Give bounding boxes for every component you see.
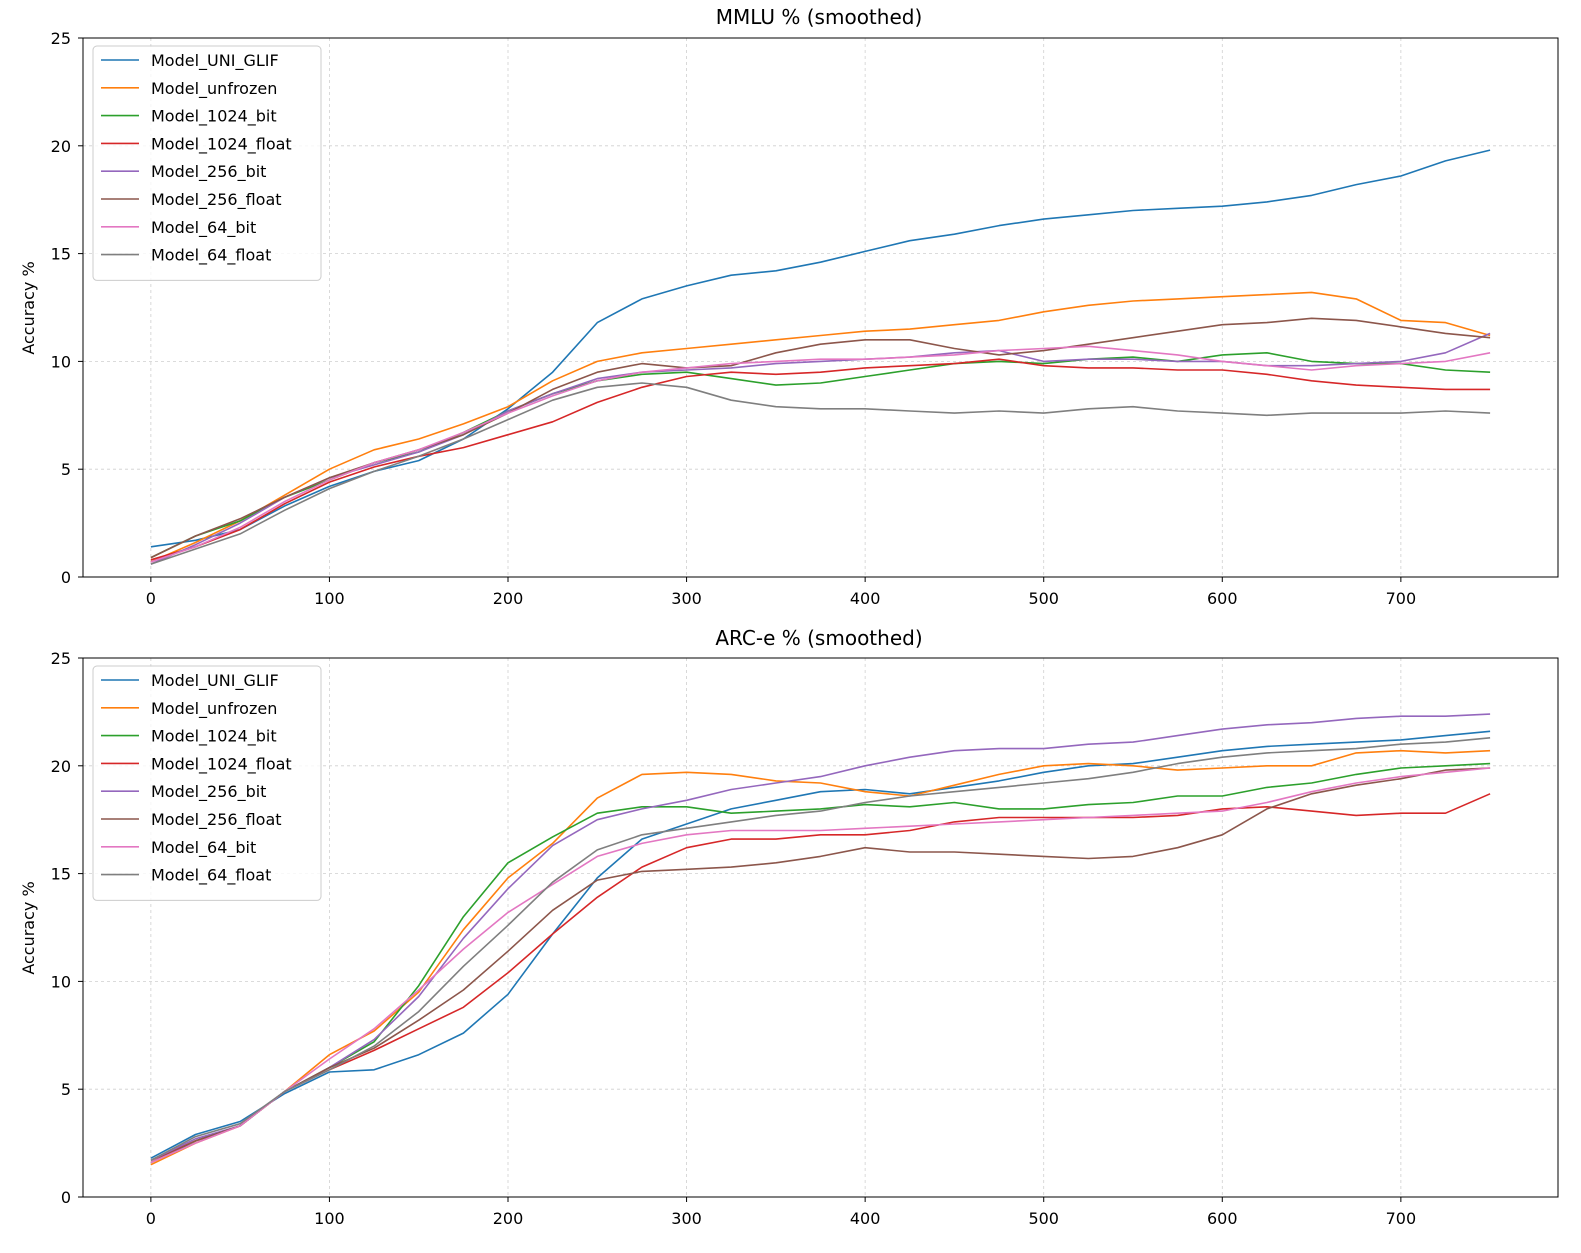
series-line-Model_UNI_GLIF <box>150 149 1491 548</box>
series-line-Model_1024_bit <box>150 762 1491 1164</box>
legend-label: Model_256_bit <box>151 782 266 802</box>
series-line-Model_256_bit <box>150 713 1491 1162</box>
y-tick-label: 10 <box>51 352 71 371</box>
x-tick-label: 300 <box>671 1209 702 1228</box>
series-line-Model_256_float <box>150 317 1491 559</box>
legend-label: Model_unfrozen <box>151 699 277 719</box>
series-line-Model_1024_float <box>150 358 1491 561</box>
x-tick-label: 0 <box>146 589 156 608</box>
x-tick-label: 500 <box>1028 1209 1059 1228</box>
y-tick-label: 5 <box>61 460 71 479</box>
legend-label: Model_1024_bit <box>151 727 277 747</box>
y-tick-label: 20 <box>51 757 71 776</box>
arc-e-chart: ARC-e % (smoothed) Accuracy % 0 100 200 300… <box>19 626 1559 1228</box>
plot-frame <box>82 37 1559 578</box>
series-line-Model_256_float <box>150 767 1491 1164</box>
series-line-Model_64_bit <box>150 345 1491 563</box>
legend-label: Model_256_float <box>151 190 282 210</box>
series-line-Model_64_bit <box>150 767 1491 1164</box>
legend-label: Model_unfrozen <box>151 79 277 99</box>
y-tick-label: 5 <box>61 1080 71 1099</box>
legend-label: Model_UNI_GLIF <box>151 671 279 691</box>
mmlu-chart: MMLU % (smoothed) Accuracy % 0 100 200 300 4… <box>19 5 1559 608</box>
legend-label: Model_64_float <box>151 246 271 266</box>
x-tick-label: 400 <box>850 1209 881 1228</box>
y-axis-label: Accuracy % <box>19 261 38 354</box>
y-tick-label: 15 <box>51 865 71 884</box>
legend-label: Model_64_float <box>151 866 271 886</box>
x-tick-label: 700 <box>1386 589 1417 608</box>
y-tick-label: 20 <box>51 137 71 156</box>
series-line-Model_unfrozen <box>150 291 1491 563</box>
legend-label: Model_1024_float <box>151 134 292 154</box>
legend-label: Model_UNI_GLIF <box>151 51 279 71</box>
y-tick-label: 25 <box>51 649 71 668</box>
x-tick-label: 200 <box>493 589 524 608</box>
legend-label: Model_64_bit <box>151 218 256 238</box>
series-line-Model_1024_float <box>150 793 1491 1162</box>
legend-label: Model_256_bit <box>151 162 266 182</box>
x-tick-label: 600 <box>1207 589 1238 608</box>
x-tick-label: 100 <box>314 589 345 608</box>
x-tick-label: 700 <box>1386 1209 1417 1228</box>
series-lines <box>150 149 1491 565</box>
y-tick-label: 0 <box>61 1188 71 1207</box>
y-tick-label: 25 <box>51 29 71 48</box>
y-tick-label: 10 <box>51 972 71 991</box>
legend-label: Model_256_float <box>151 810 282 830</box>
y-tick-label: 15 <box>51 245 71 264</box>
series-line-Model_64_float <box>150 382 1491 565</box>
series-line-Model_UNI_GLIF <box>150 730 1491 1159</box>
legend-frame <box>92 45 322 281</box>
legend: Model_UNI_GLIF Model_unfrozen Model_1024_b… <box>92 665 322 901</box>
y-tick-label: 0 <box>61 568 71 587</box>
chart-title: ARC-e % (smoothed) <box>715 626 922 650</box>
x-tick-label: 500 <box>1028 589 1059 608</box>
legend-label: Model_1024_bit <box>151 107 277 127</box>
series-lines <box>150 713 1491 1166</box>
x-tick-label: 0 <box>146 1209 156 1228</box>
y-axis-label: Accuracy % <box>19 881 38 974</box>
legend-label: Model_1024_float <box>151 754 292 774</box>
legend: Model_UNI_GLIF Model_unfrozen Model_1024_b… <box>92 45 322 281</box>
series-line-Model_1024_bit <box>150 351 1491 559</box>
x-tick-label: 300 <box>671 589 702 608</box>
x-tick-label: 200 <box>493 1209 524 1228</box>
x-tick-label: 600 <box>1207 1209 1238 1228</box>
x-tick-label: 100 <box>314 1209 345 1228</box>
legend-label: Model_64_bit <box>151 838 256 858</box>
legend-frame <box>92 665 322 901</box>
series-line-Model_unfrozen <box>150 749 1491 1166</box>
plot-frame <box>82 657 1559 1198</box>
x-tick-label: 400 <box>850 589 881 608</box>
series-line-Model_64_float <box>150 737 1491 1162</box>
chart-title: MMLU % (smoothed) <box>716 5 923 29</box>
